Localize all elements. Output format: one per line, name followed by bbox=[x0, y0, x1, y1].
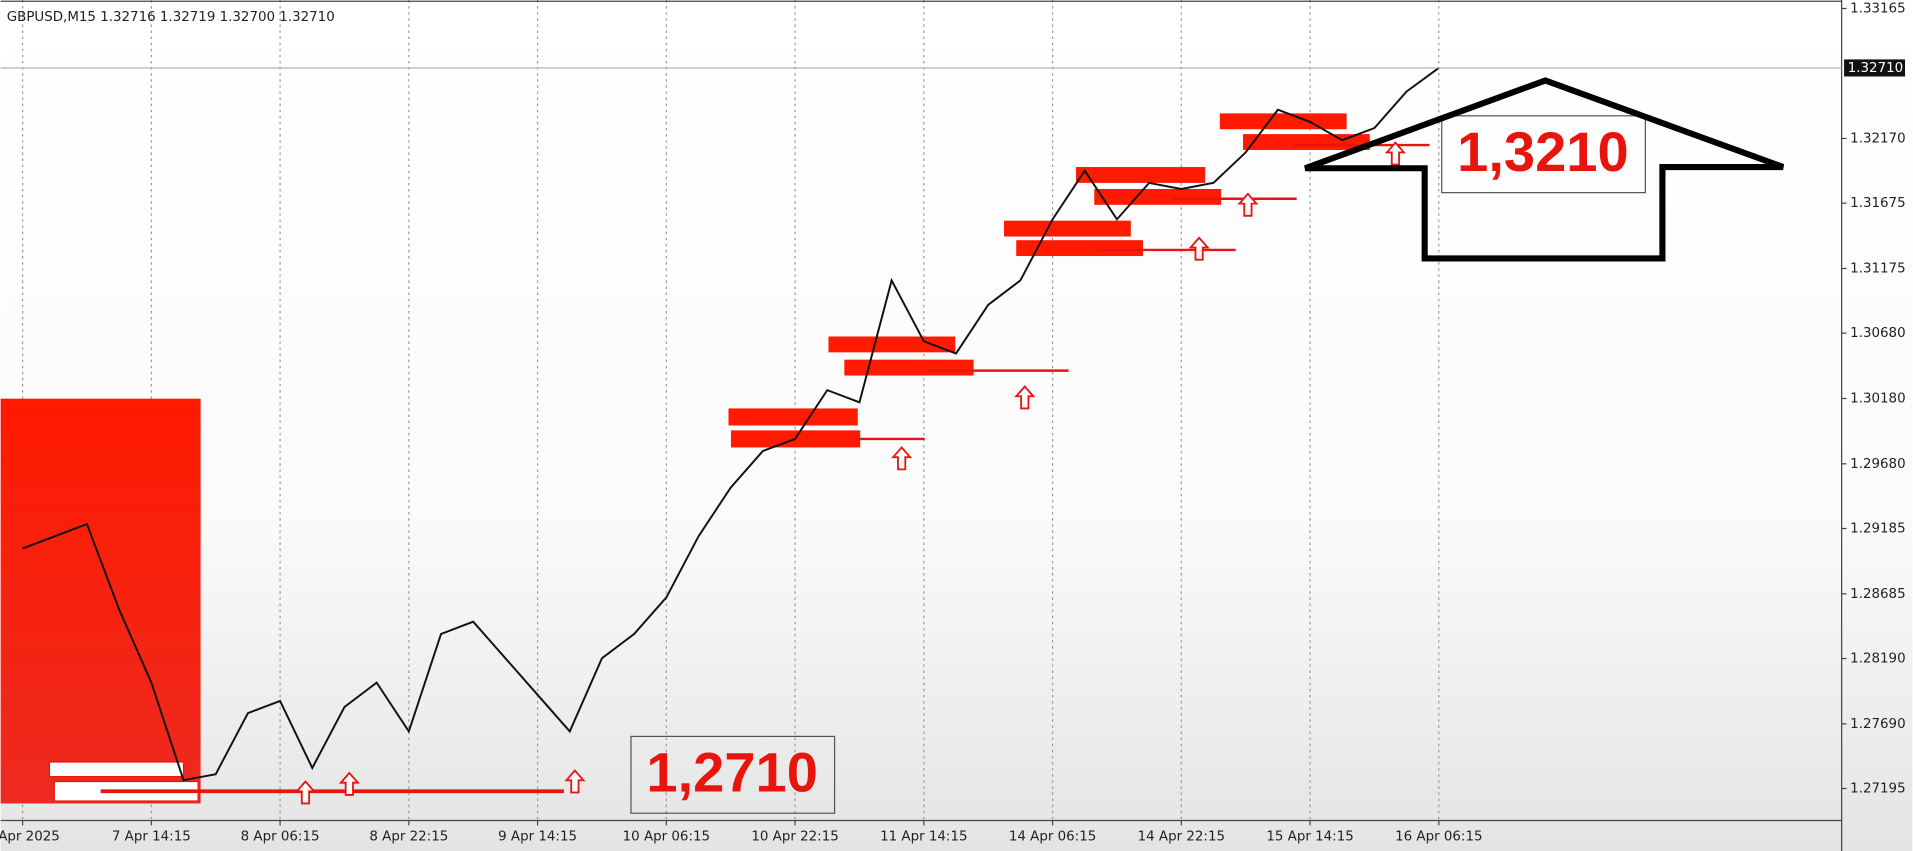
annotation: 1,2710 bbox=[646, 740, 818, 803]
x-tick-label: 7 Apr 14:15 bbox=[112, 829, 191, 844]
annotation: 1,3210 bbox=[1457, 120, 1629, 183]
zone bbox=[48, 761, 185, 778]
price-line bbox=[22, 67, 1440, 782]
zone bbox=[844, 359, 974, 376]
zone bbox=[1219, 113, 1347, 130]
x-tick-label: 10 Apr 22:15 bbox=[751, 829, 838, 844]
annotation-box bbox=[630, 735, 836, 814]
x-tick-label: 9 Apr 14:15 bbox=[498, 829, 577, 844]
x-tick-label: 15 Apr 14:15 bbox=[1266, 829, 1353, 844]
y-tick-label: 1.29680 bbox=[1850, 457, 1905, 472]
y-tick-label: 1.32170 bbox=[1850, 131, 1905, 146]
y-tick-label: 1.27690 bbox=[1850, 717, 1905, 732]
x-tick-label: 14 Apr 06:15 bbox=[1009, 829, 1096, 844]
x-tick-label: 14 Apr 22:15 bbox=[1138, 829, 1225, 844]
zone bbox=[828, 336, 956, 353]
y-tick-label: 1.29185 bbox=[1850, 522, 1905, 537]
y-tick-label: 1.31175 bbox=[1850, 261, 1905, 276]
annotation-box bbox=[1441, 115, 1646, 194]
y-tick-label: 1.28190 bbox=[1850, 652, 1905, 667]
y-tick-label: 1.28685 bbox=[1850, 587, 1905, 602]
up-arrow bbox=[1014, 385, 1036, 410]
chart-title: GBPUSD,M15 1.32716 1.32719 1.32700 1.327… bbox=[7, 10, 335, 25]
zone bbox=[1016, 240, 1144, 257]
y-tick-label: 1.30180 bbox=[1850, 392, 1905, 407]
up-arrow bbox=[294, 780, 316, 805]
x-tick-label: 11 Apr 14:15 bbox=[880, 829, 967, 844]
x-tick-label: 10 Apr 06:15 bbox=[623, 829, 710, 844]
up-arrow bbox=[564, 769, 586, 794]
zone bbox=[1004, 220, 1131, 237]
up-arrow bbox=[1237, 192, 1259, 217]
plot bbox=[22, 67, 1440, 782]
y-tick-label: 1.31675 bbox=[1850, 196, 1905, 211]
zone bbox=[1094, 188, 1222, 205]
y-tick-label: 1.27195 bbox=[1850, 782, 1905, 797]
last-price-box bbox=[1844, 59, 1906, 77]
zone bbox=[0, 398, 201, 804]
y-tick-label: 1.30680 bbox=[1850, 326, 1905, 341]
x-tick-label: 8 Apr 22:15 bbox=[369, 829, 448, 844]
up-arrow bbox=[1188, 236, 1210, 261]
up-arrow bbox=[338, 771, 360, 796]
x-tick-label: 8 Apr 06:15 bbox=[241, 829, 320, 844]
y-tick-label: 1.33165 bbox=[1850, 1, 1905, 16]
up-arrow bbox=[891, 446, 913, 471]
last-price-label: 1.32710 bbox=[1848, 61, 1903, 76]
arrows bbox=[294, 141, 1406, 805]
big-arrow bbox=[1304, 77, 1785, 262]
zone bbox=[728, 408, 858, 426]
up-arrow bbox=[1384, 141, 1406, 166]
zone bbox=[1075, 167, 1206, 183]
x-tick-label: 4 Apr 2025 bbox=[0, 829, 60, 844]
x-tick-label: 16 Apr 06:15 bbox=[1395, 829, 1482, 844]
